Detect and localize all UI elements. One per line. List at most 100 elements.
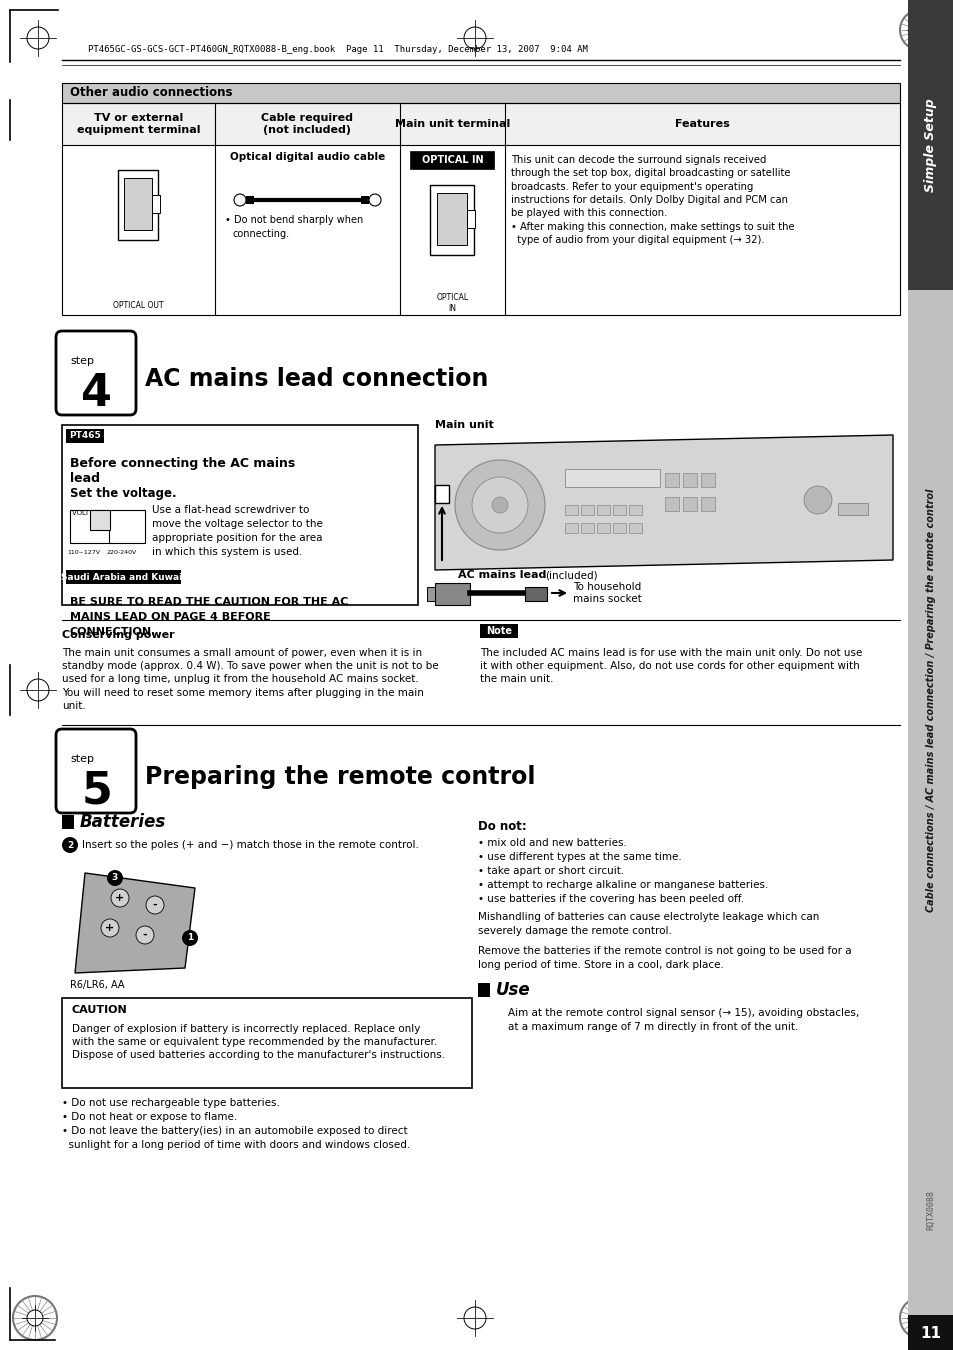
Text: 1: 1 [187,933,193,942]
Text: -: - [152,900,157,910]
Bar [524,587,546,601]
Text: • use different types at the same time.: • use different types at the same time. [477,852,681,863]
Text: • Do not bend sharply when: • Do not bend sharply when [225,215,363,225]
Circle shape [492,497,507,513]
Text: Remove the batteries if the remote control is not going to be used for a: Remove the batteries if the remote contr… [477,946,851,956]
Text: Main unit: Main unit [435,420,494,431]
Bar [62,815,74,829]
Text: Simple Setup: Simple Setup [923,99,937,192]
Text: Mishandling of batteries can cause electrolyte leakage which can: Mishandling of batteries can cause elect… [477,913,819,922]
Text: • attempt to recharge alkaline or manganese batteries.: • attempt to recharge alkaline or mangan… [477,880,767,890]
Polygon shape [75,873,194,973]
Text: Main unit terminal: Main unit terminal [395,119,510,130]
Circle shape [182,930,198,946]
Circle shape [62,837,78,853]
Text: severely damage the remote control.: severely damage the remote control. [477,926,671,936]
Circle shape [233,194,246,207]
Text: Note: Note [485,626,512,636]
Bar [66,570,181,585]
Text: move the voltage selector to the: move the voltage selector to the [152,518,322,529]
Text: Batteries: Batteries [80,813,166,832]
Text: • Do not use rechargeable type batteries.: • Do not use rechargeable type batteries… [62,1098,279,1108]
Text: CONNECTION.: CONNECTION. [70,626,156,637]
FancyBboxPatch shape [56,729,136,813]
Bar [125,178,152,230]
Text: • use batteries if the covering has been peeled off.: • use batteries if the covering has been… [477,894,743,904]
Bar [70,510,145,543]
Text: Cable required
(not included): Cable required (not included) [261,113,354,135]
Text: MAINS LEAD ON PAGE 4 BEFORE: MAINS LEAD ON PAGE 4 BEFORE [70,612,271,622]
Bar [907,1315,953,1350]
Text: AC mains lead: AC mains lead [457,570,546,580]
Bar [90,510,110,531]
Bar [907,290,953,1350]
Text: connecting.: connecting. [233,230,290,239]
Bar [427,587,435,601]
Text: • Do not leave the battery(ies) in an automobile exposed to direct: • Do not leave the battery(ies) in an au… [62,1126,407,1135]
Text: AC mains lead connection: AC mains lead connection [145,367,488,392]
Text: at a maximum range of 7 m directly in front of the unit.: at a maximum range of 7 m directly in fr… [507,1022,798,1031]
Bar [613,522,625,533]
Text: PT465GC-GS-GCS-GCT-PT460GN_RQTX0088-B_eng.book  Page 11  Thursday, December 13, : PT465GC-GS-GCS-GCT-PT460GN_RQTX0088-B_en… [88,46,587,54]
Text: +: + [105,923,114,933]
Text: sunlight for a long period of time with doors and windows closed.: sunlight for a long period of time with … [62,1139,410,1150]
Text: Insert so the poles (+ and −) match those in the remote control.: Insert so the poles (+ and −) match thos… [82,840,418,850]
Text: appropriate position for the area: appropriate position for the area [152,533,322,543]
Text: 2: 2 [67,841,73,849]
Bar [437,193,467,244]
Bar [410,151,494,169]
Text: step: step [70,755,94,764]
Text: Do not:: Do not: [477,821,526,833]
Bar [62,103,899,144]
Bar [682,472,697,487]
Text: Before connecting the AC mains: Before connecting the AC mains [70,456,294,470]
Bar [597,522,609,533]
Text: 11: 11 [920,1326,941,1341]
Text: • mix old and new batteries.: • mix old and new batteries. [477,838,626,848]
Bar [467,211,475,228]
Bar [62,998,472,1088]
Bar [664,472,679,487]
Circle shape [111,890,129,907]
Text: The main unit consumes a small amount of power, even when it is in
standby mode : The main unit consumes a small amount of… [62,648,438,711]
Text: Set the voltage.: Set the voltage. [70,486,176,500]
Circle shape [472,477,527,533]
Text: Cable connections / AC mains lead connection / Preparing the remote control: Cable connections / AC mains lead connec… [925,489,935,911]
Text: -: - [143,930,147,940]
Text: • take apart or short circuit.: • take apart or short circuit. [477,865,623,876]
Text: 220-240V: 220-240V [107,549,137,555]
Bar [62,425,417,605]
Circle shape [146,896,164,914]
Text: OPTICAL OUT: OPTICAL OUT [113,301,164,309]
Circle shape [101,919,119,937]
Bar [628,505,641,514]
Text: • Do not heat or expose to flame.: • Do not heat or expose to flame. [62,1112,237,1122]
Bar [360,196,369,204]
Text: OPTICAL
IN: OPTICAL IN [436,293,468,313]
Text: Features: Features [675,119,729,130]
Text: CAUTION: CAUTION [71,1004,128,1015]
Text: lead: lead [70,472,100,486]
Bar [435,485,449,504]
Bar [66,429,104,443]
Circle shape [803,486,831,514]
Text: mains socket: mains socket [573,594,641,603]
Bar [435,583,470,605]
Bar [580,522,594,533]
Bar [246,196,253,204]
Bar [613,505,625,514]
Bar [564,505,578,514]
Bar [62,82,899,103]
Text: +: + [115,892,125,903]
Text: Use a flat-head screwdriver to: Use a flat-head screwdriver to [152,505,309,514]
Bar [664,497,679,512]
Bar [907,0,953,290]
Text: RQTX0088: RQTX0088 [925,1189,935,1230]
Bar [477,983,490,998]
Bar [700,472,714,487]
Text: TV or external
equipment terminal: TV or external equipment terminal [76,113,200,135]
Text: Preparing the remote control: Preparing the remote control [145,765,535,788]
Text: Aim at the remote control signal sensor (→ 15), avoiding obstacles,: Aim at the remote control signal sensor … [507,1008,859,1018]
Circle shape [369,194,380,207]
Text: Use: Use [496,981,530,999]
